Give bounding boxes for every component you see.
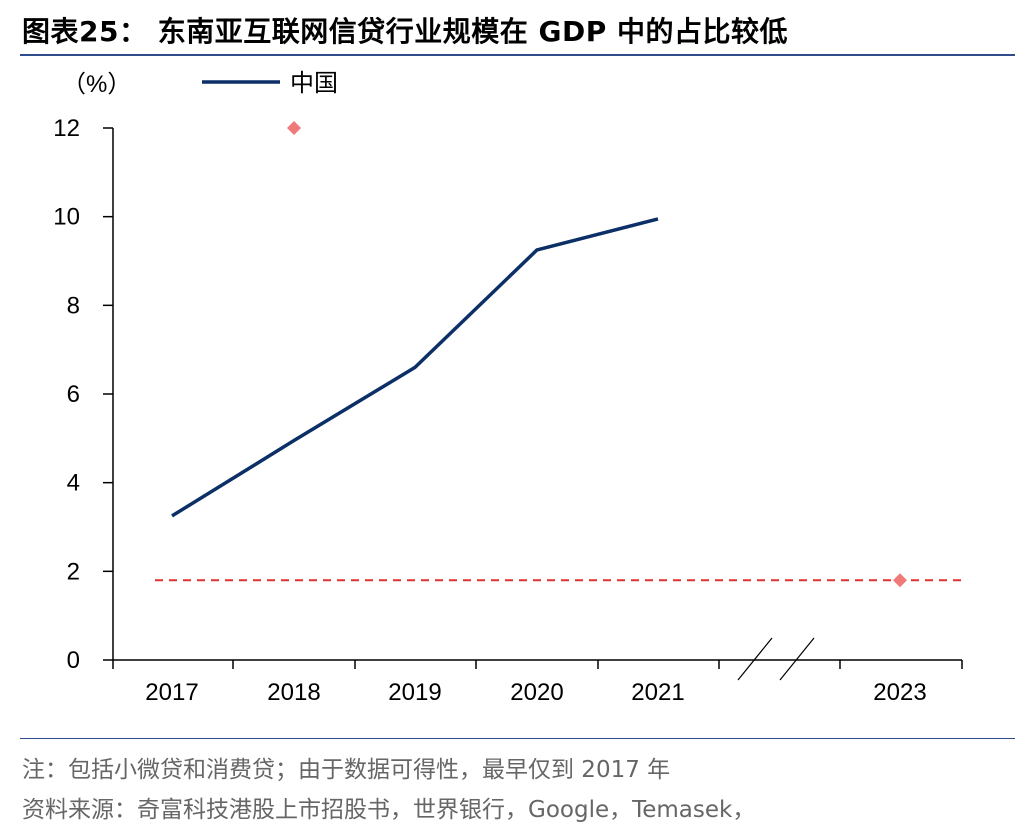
axis-break-mark [779, 637, 815, 681]
series-lines [171, 217, 659, 518]
chart-note: 注：包括小微贷和消费贷；由于数据可得性，最早仅到 2017 年 [22, 757, 671, 783]
x-tick-label: 2017 [145, 679, 198, 706]
chart-source: 资料来源：奇富科技港股上市招股书，世界银行，Google，Temasek， [22, 797, 756, 823]
y-tick-label: 0 [67, 647, 80, 674]
y-axis-unit-label: （%） [62, 71, 131, 98]
y-tick-label: 8 [67, 292, 80, 319]
footer-divider [20, 738, 1015, 739]
legend-label: 中国 [290, 69, 338, 97]
chart-legend: 中国 [202, 69, 338, 97]
line-chart: 0 2 4 6 8 10 12 2017 2018 2019 2020 2021 2023 中国 （%… [53, 69, 963, 706]
y-tick-label: 10 [53, 204, 80, 231]
diamond-marker [287, 121, 301, 135]
x-tick-label: 2020 [510, 679, 563, 706]
y-tick-label: 12 [53, 115, 80, 142]
x-tick-label: 2018 [267, 679, 320, 706]
y-tick-label: 2 [67, 558, 80, 585]
y-axis-ticks: 0 2 4 6 8 10 12 [53, 115, 113, 674]
x-tick-label: 2021 [631, 679, 684, 706]
chart-title: 图表25： 东南亚互联网信贷行业规模在 GDP 中的占比较低 [22, 15, 788, 48]
x-tick-label: 2023 [873, 679, 926, 706]
diamond-marker [893, 573, 907, 588]
series-line [171, 217, 659, 518]
x-axis-ticks: 2017 2018 2019 2020 2021 2023 [112, 637, 963, 706]
y-tick-label: 6 [67, 381, 80, 408]
title-divider [20, 54, 1015, 56]
point-markers [287, 121, 907, 588]
axis-break-mark [737, 637, 773, 681]
y-tick-label: 4 [67, 470, 80, 497]
x-tick-label: 2019 [388, 679, 441, 706]
